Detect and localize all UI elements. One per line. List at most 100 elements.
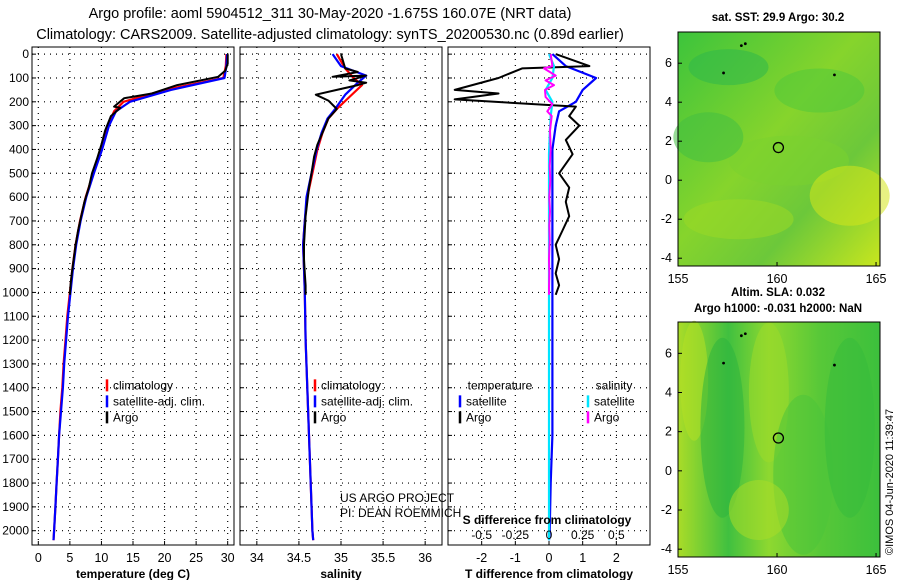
salinity-diff-axis-label: S difference from climatology — [463, 513, 632, 527]
project-annotation: PI: DEAN ROEMMICH — [340, 506, 461, 520]
depth-tick-label: 500 — [9, 166, 29, 180]
sla-map-island — [833, 363, 836, 367]
depth-tick-label: 1800 — [2, 476, 29, 490]
difference-legend-header-salinity: salinity — [596, 378, 633, 392]
sla-map-title: Altim. SLA: 0.032 — [731, 287, 825, 299]
sla-map-y-tick-label: 2 — [665, 425, 672, 439]
depth-tick-label: 600 — [9, 190, 29, 204]
temperature-x-tick-label: 20 — [158, 551, 172, 565]
difference-x-tick-label: 0 — [546, 551, 553, 565]
sst-map-y-tick-label: 4 — [665, 95, 672, 109]
temperature-legend-label: satellite-adj. clim. — [113, 394, 205, 408]
sst-map-x-tick-label: 160 — [767, 272, 788, 286]
temperature-series-climatology — [52, 54, 228, 541]
sst-map-island — [722, 71, 725, 75]
depth-tick-label: 2000 — [2, 524, 29, 538]
depth-tick-label: 1700 — [2, 452, 29, 466]
title-line-2: Climatology: CARS2009. Satellite-adjuste… — [36, 27, 624, 43]
difference-x-tick-label: 1 — [579, 551, 586, 565]
difference-x-tick-label: -1 — [510, 551, 521, 565]
salinity-x-tick-label: 34.5 — [287, 551, 311, 565]
depth-tick-label: 300 — [9, 119, 29, 133]
depth-tick-label: 1000 — [2, 285, 29, 299]
sst-map-x-tick-label: 155 — [668, 272, 689, 286]
sst-map-field-patch — [688, 49, 769, 86]
difference-legend-label: satellite — [466, 394, 507, 408]
sla-map-y-tick-label: 6 — [665, 346, 672, 360]
depth-tick-label: 100 — [9, 71, 29, 85]
sla-map-x-tick-label: 165 — [866, 563, 887, 577]
salinity-x-tick-label: 34 — [250, 551, 264, 565]
temperature-panel: 0 5 10 15 20 25 30 temperature (deg C) 0 100 200 30… — [2, 46, 235, 580]
salinity-frame — [239, 46, 443, 546]
salinity-x-tick-label: 35 — [334, 551, 348, 565]
sst-map-y-tick-label: 2 — [665, 134, 672, 148]
temperature-legend-label: Argo — [113, 410, 139, 424]
sst-map-field-patch — [683, 199, 794, 240]
temperature-x-tick-label: 15 — [126, 551, 140, 565]
salinity-x-axis-label: salinity — [320, 567, 362, 580]
sla-map-field-patch — [748, 322, 789, 463]
salinity-x-tick-label: 36 — [418, 551, 432, 565]
sst-map: 155 160 165 -4 -2 0 2 4 6 — [661, 31, 890, 286]
difference-x-tick-label: 2 — [613, 551, 620, 565]
sla-map-island — [722, 361, 725, 365]
salinity-x-tick-label: 35.5 — [371, 551, 395, 565]
salinity-legend-label: climatology — [321, 378, 381, 392]
sla-map-field-patch — [824, 337, 875, 518]
sla-map-island — [743, 332, 747, 336]
sla-map-island — [739, 334, 743, 338]
sla-map-x-tick-label: 155 — [668, 563, 689, 577]
difference-panel: -2 -1 0 1 2 T difference from climatology temp… — [447, 46, 651, 580]
depth-tick-label: 200 — [9, 95, 29, 109]
title-line-1: Argo profile: aoml 5904512_311 30-May-20… — [88, 6, 572, 22]
sst-map-field-patch — [729, 135, 850, 186]
sla-map-subtitle: Argo h1000: -0.031 h2000: NaN — [693, 303, 863, 315]
temperature-series-argo — [68, 54, 229, 295]
depth-tick-label: 700 — [9, 214, 29, 228]
depth-tick-label: 0 — [22, 47, 29, 61]
sla-map-y-tick-label: 0 — [665, 464, 672, 478]
difference-legend-label: Argo — [466, 410, 492, 424]
sla-map-y-tick-label: -2 — [661, 503, 672, 517]
difference-legend-label: satellite — [594, 394, 635, 408]
sla-map-field-patch — [700, 337, 745, 518]
salinity-legend-label: Argo — [321, 410, 347, 424]
depth-tick-label: 1100 — [3, 309, 29, 323]
difference-legend-label: Argo — [594, 410, 620, 424]
sst-map-island — [833, 73, 836, 77]
depth-tick-label: 800 — [9, 238, 29, 252]
sla-map-x-tick-label: 160 — [767, 563, 788, 577]
depth-tick-label: 1300 — [2, 357, 29, 371]
difference-x-axis-label: T difference from climatology — [465, 567, 633, 580]
sst-map-y-tick-label: -2 — [661, 212, 672, 226]
difference-series-temperature-argo — [453, 53, 591, 296]
sla-map-argo-location-marker — [772, 432, 785, 444]
temperature-x-axis-label: temperature (deg C) — [76, 567, 190, 580]
sla-map: 155 160 165 -4 -2 0 2 4 6 — [661, 320, 887, 577]
salinity-diff-tick-label: 0 — [546, 528, 553, 542]
difference-legend-header-temperature: temperature — [468, 378, 533, 392]
sst-map-y-tick-label: 6 — [665, 56, 672, 70]
project-annotation: US ARGO PROJECT — [340, 491, 455, 505]
sst-map-x-tick-label: 165 — [866, 272, 887, 286]
difference-series-temperature-satellite — [547, 53, 598, 541]
temperature-x-tick-label: 5 — [66, 551, 73, 565]
salinity-series-argo — [303, 53, 368, 295]
temperature-legend-label: climatology — [113, 378, 173, 392]
depth-tick-label: 1200 — [2, 333, 29, 347]
temperature-x-tick-label: 25 — [189, 551, 203, 565]
sst-map-y-tick-label: 0 — [665, 173, 672, 187]
temperature-series-satellite-adj-clim- — [52, 54, 229, 541]
salinity-diff-tick-label: -0.25 — [502, 528, 530, 542]
sla-map-field-patch — [728, 480, 789, 540]
salinity-panel: 34 34.5 35 35.5 36 salinity climatology satelli… — [239, 46, 461, 580]
salinity-series-satellite-adj-clim- — [302, 53, 368, 541]
depth-tick-label: 1900 — [2, 500, 29, 514]
sst-map-frame — [677, 31, 881, 267]
temperature-x-tick-label: 30 — [221, 551, 235, 565]
sst-map-y-tick-label: -4 — [661, 251, 672, 265]
depth-tick-label: 1600 — [2, 428, 29, 442]
sst-map-island — [743, 42, 747, 46]
